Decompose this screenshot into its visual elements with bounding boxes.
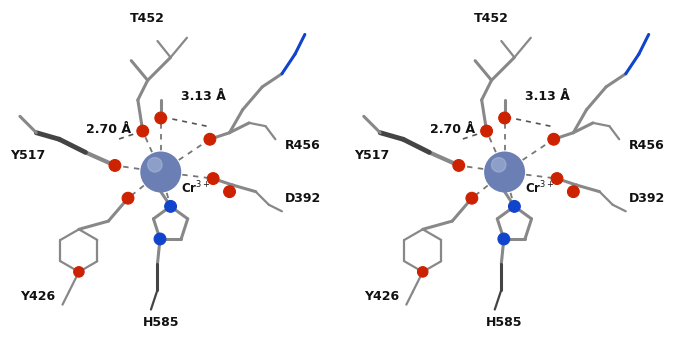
Circle shape (137, 125, 149, 137)
Text: 2.70 Å: 2.70 Å (429, 123, 475, 136)
Circle shape (499, 112, 510, 124)
Text: 2.70 Å: 2.70 Å (86, 123, 131, 136)
Circle shape (466, 192, 477, 204)
Circle shape (485, 152, 524, 192)
Circle shape (453, 160, 464, 171)
Circle shape (481, 125, 493, 137)
Circle shape (551, 173, 563, 184)
Text: D392: D392 (629, 192, 665, 205)
Text: Y517: Y517 (354, 149, 389, 162)
Circle shape (417, 267, 428, 277)
Text: H585: H585 (486, 316, 523, 329)
Text: H585: H585 (142, 316, 179, 329)
Text: T452: T452 (474, 12, 509, 24)
Text: R456: R456 (285, 139, 321, 152)
Circle shape (223, 186, 236, 197)
Circle shape (498, 233, 510, 245)
Text: R456: R456 (629, 139, 664, 152)
Circle shape (122, 192, 134, 204)
Circle shape (208, 173, 219, 184)
Circle shape (155, 112, 166, 124)
Circle shape (508, 201, 521, 212)
Circle shape (141, 152, 180, 192)
Text: 3.13 Å: 3.13 Å (525, 90, 570, 103)
Text: Cr$^{3+}$: Cr$^{3+}$ (525, 180, 555, 197)
Circle shape (204, 133, 216, 145)
Text: Y517: Y517 (10, 149, 45, 162)
Text: Y426: Y426 (364, 290, 399, 303)
Text: 3.13 Å: 3.13 Å (181, 90, 226, 103)
Text: T452: T452 (130, 12, 165, 24)
Text: D392: D392 (285, 192, 321, 205)
Text: Cr$^{3+}$: Cr$^{3+}$ (182, 180, 211, 197)
Circle shape (109, 160, 121, 171)
Circle shape (548, 133, 560, 145)
Circle shape (74, 267, 84, 277)
Text: Y426: Y426 (20, 290, 55, 303)
Circle shape (567, 186, 580, 197)
Circle shape (148, 158, 162, 172)
Circle shape (164, 201, 177, 212)
Circle shape (154, 233, 166, 245)
Circle shape (492, 158, 506, 172)
